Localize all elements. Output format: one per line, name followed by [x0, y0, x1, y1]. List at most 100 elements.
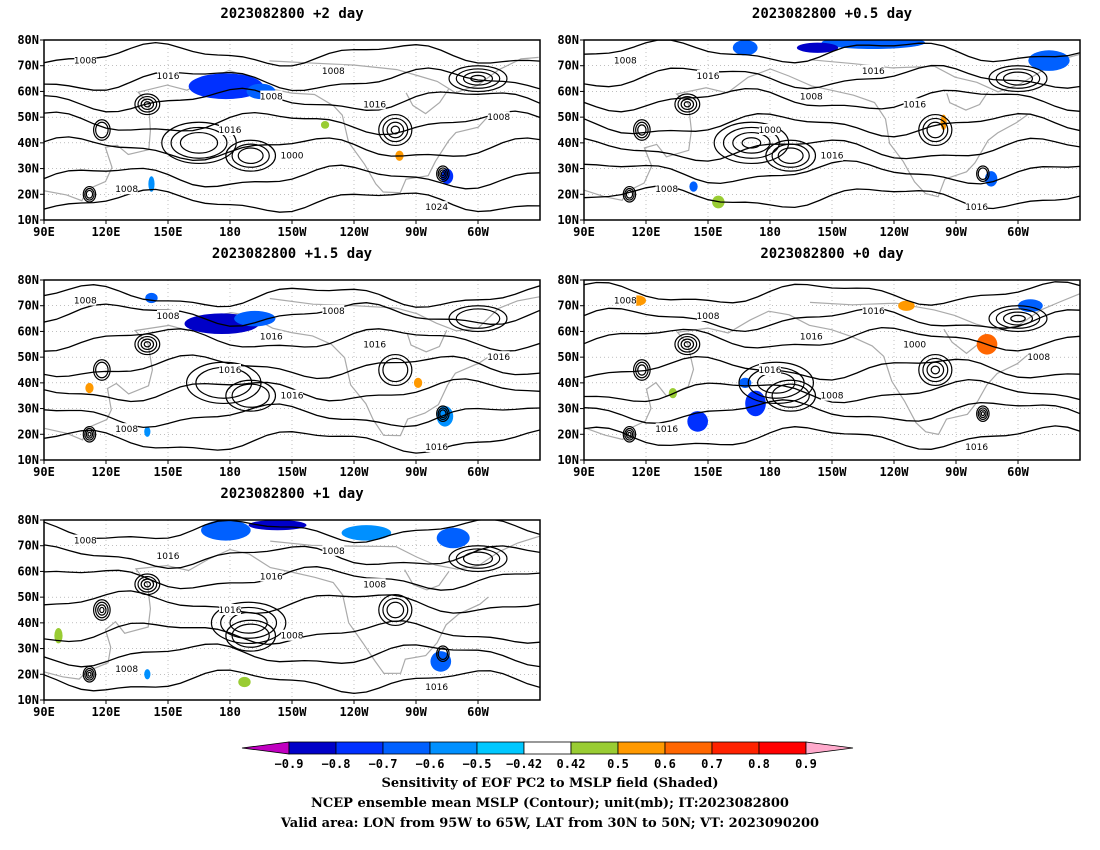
lon-tick-label: 150W: [278, 225, 308, 239]
lon-tick-label: 60W: [1007, 225, 1029, 239]
contour-label: 1008: [614, 297, 637, 307]
mslp-contour-loop: [624, 427, 635, 441]
contour-label: 1016: [425, 443, 448, 453]
contour-label-bg: [862, 64, 885, 76]
contour-label-bg: [74, 534, 97, 546]
lat-tick-label: 50N: [17, 590, 39, 604]
lat-tick-label: 40N: [17, 376, 39, 390]
lat-tick-label: 60N: [557, 84, 579, 98]
contour-label: 1008: [74, 537, 97, 547]
mslp-contour-loop: [231, 383, 270, 408]
sensitivity-shading: [796, 42, 839, 53]
mslp-contour-loop: [741, 137, 762, 149]
lat-tick-label: 80N: [17, 273, 39, 287]
mslp-contour-loop: [635, 361, 649, 379]
contour-label-bg: [157, 550, 179, 561]
mslp-contour-loop: [918, 113, 953, 147]
mslp-contour-loop: [1010, 314, 1026, 323]
sensitivity-shading: [898, 300, 915, 311]
map-p05day: 1008 1016 1008 1016 1016 1000 1016 1016 1008 80N 7…: [557, 33, 1081, 239]
coastline: [584, 68, 1028, 201]
lat-tick-label: 70N: [557, 59, 579, 73]
map-p1day: 1008 1016 1016 1008 1008 1016 1008 1016 1008 80N 7…: [17, 513, 541, 719]
mslp-contour-loop: [137, 95, 158, 113]
sensitivity-shading: [85, 382, 94, 394]
mslp-contour-loop: [722, 126, 780, 159]
mslp-contour-loop: [225, 379, 277, 412]
contour-label: 1016: [862, 307, 885, 317]
contour-label: 1008: [614, 57, 637, 67]
contour-label-bg: [363, 338, 386, 350]
mslp-contour-loop: [632, 119, 651, 141]
lon-tick-label: 150E: [154, 225, 183, 239]
mslp-contour: [584, 355, 1080, 381]
contour-label: 1016: [281, 392, 304, 402]
colorbar-label: −0.6: [416, 757, 445, 771]
lon-tick-label: 60W: [467, 465, 489, 479]
contour-label-bg: [821, 149, 843, 161]
mslp-contour-loop: [926, 121, 945, 139]
mslp-contour-loop: [732, 131, 771, 154]
lat-tick-label: 60N: [17, 324, 39, 338]
mslp-contour-loop: [624, 187, 635, 201]
lon-tick-label: 90W: [405, 225, 427, 239]
lon-tick-label: 120W: [880, 225, 910, 239]
lon-tick-label: 90W: [405, 465, 427, 479]
mslp-contour: [44, 520, 540, 544]
lat-tick-label: 80N: [557, 33, 579, 47]
contour-label: 1008: [281, 632, 304, 642]
lat-tick-label: 80N: [17, 513, 39, 527]
contour-label: 1016: [157, 552, 180, 562]
colorbar-segment: [758, 741, 807, 755]
mslp-contour-loop: [765, 139, 817, 172]
mslp-contour-loop: [683, 101, 692, 108]
map-p2day: 1008 1016 1008 1008 1016 1016 1000 1024 1008 1008…: [17, 33, 541, 239]
mslp-contour: [44, 544, 540, 570]
mslp-contour-loop: [437, 167, 449, 181]
contour-label-bg: [1027, 351, 1050, 363]
contour-label-bg: [965, 441, 988, 453]
contour-label-bg: [115, 423, 138, 435]
lat-tick-label: 40N: [17, 136, 39, 150]
contour-label: 1016: [363, 100, 386, 110]
lat-tick-label: 30N: [557, 162, 579, 176]
lat-tick-label: 50N: [17, 110, 39, 124]
contour-label-bg: [74, 294, 97, 306]
lat-tick-label: 20N: [557, 187, 579, 201]
mslp-contour: [584, 87, 1080, 113]
mslp-contour-loop: [683, 341, 692, 348]
mslp-contour-loop: [134, 93, 161, 116]
mslp-contour-loop: [143, 581, 152, 588]
mslp-contour-loop: [378, 353, 413, 387]
sensitivity-shading: [732, 40, 758, 56]
lat-tick-label: 50N: [17, 350, 39, 364]
contour-label: 1016: [800, 333, 823, 343]
mslp-contour-loop: [225, 619, 277, 652]
sensitivity-shading: [341, 525, 392, 541]
mslp-contour-loop: [231, 143, 270, 168]
mslp-contour: [584, 113, 1080, 138]
mslp-contour-loop: [84, 667, 95, 681]
contour-label-bg: [487, 351, 510, 363]
lat-tick-label: 20N: [17, 427, 39, 441]
lon-tick-label: 60W: [467, 225, 489, 239]
colorbar-label: −0.5: [463, 757, 492, 771]
mslp-contour-loop: [777, 147, 804, 165]
colorbar-segment: [664, 741, 713, 755]
contour-label: 1016: [487, 353, 510, 363]
map-p0day: 1008 1008 1016 1016 1000 1016 1008 1016 1016 1008…: [557, 273, 1081, 479]
contour-label: 1008: [115, 665, 138, 675]
contour-label: 1016: [821, 152, 844, 162]
mslp-contour-loop: [87, 671, 92, 677]
mslp-contour-loop: [85, 429, 94, 439]
contour-label-bg: [219, 604, 241, 615]
coastline: [584, 310, 1029, 441]
lat-tick-label: 20N: [17, 187, 39, 201]
lon-tick-label: 150E: [694, 225, 723, 239]
contour-label: 1008: [115, 425, 138, 435]
sensitivity-shading: [54, 628, 63, 644]
coastline: [946, 91, 989, 111]
mslp-contour-loop: [455, 68, 501, 89]
coastline: [404, 569, 450, 591]
